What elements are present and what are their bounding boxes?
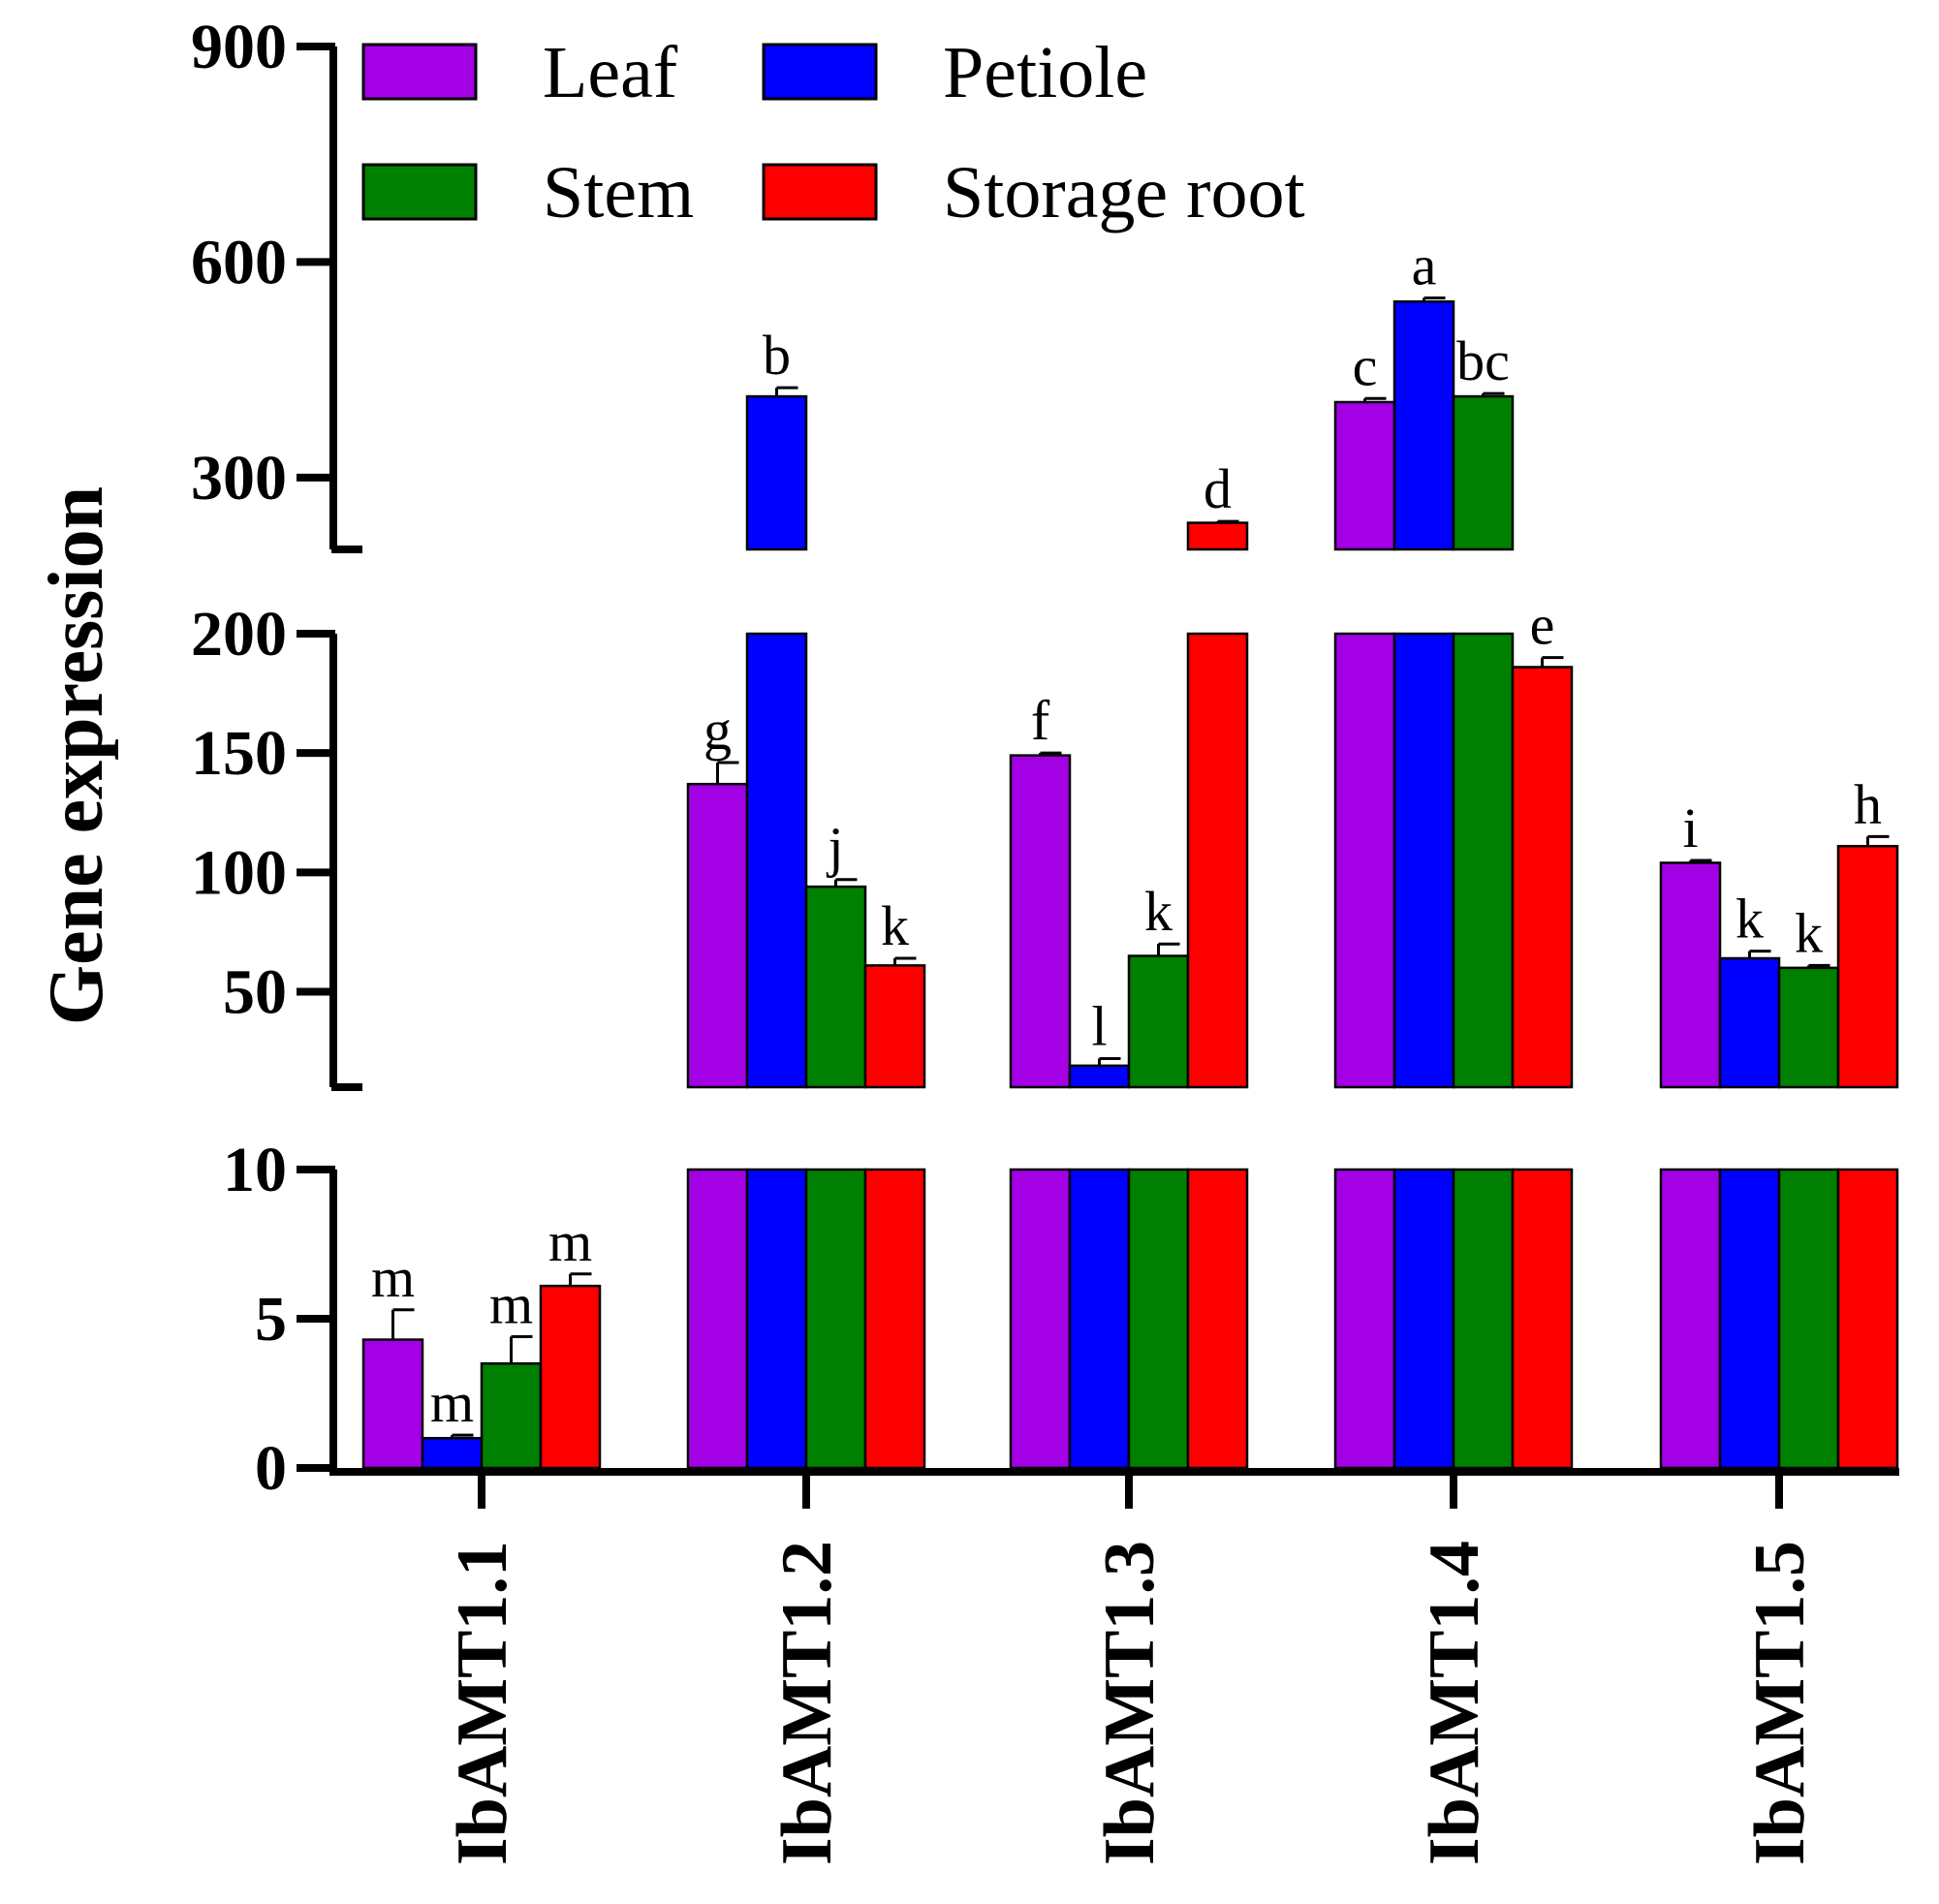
axes-layer: 0 5 10 50 100 150 200 300 600 900 IbAMT1.1 IbAMT1.2… <box>191 12 1899 1865</box>
significance-label: m <box>548 1210 592 1273</box>
x-tick-label: IbAMT1.3 <box>1090 1541 1170 1865</box>
bar-storage-root <box>1511 1168 1574 1470</box>
significance-label: b <box>763 324 791 387</box>
bar-petiole <box>1392 299 1455 551</box>
legend: Leaf Petiole Stem Storage root <box>361 32 1305 234</box>
bar-petiole <box>1718 1168 1781 1470</box>
bar-petiole <box>745 1168 808 1470</box>
bar-leaf <box>1659 861 1722 1089</box>
bar-storage-root <box>863 964 926 1089</box>
y-tick-label: 5 <box>255 1284 287 1355</box>
y-tick-label: 300 <box>191 443 287 514</box>
bars-layer <box>361 297 1899 1470</box>
legend-swatch-leaf <box>361 43 478 101</box>
bar-leaf <box>1333 632 1396 1089</box>
bar-stem <box>1452 1168 1515 1470</box>
significance-label: k <box>1795 901 1823 964</box>
bar-storage-root <box>1836 1168 1899 1470</box>
bar-stem <box>804 885 867 1089</box>
bar-stem <box>1127 954 1190 1089</box>
y-axis-label: Gene expression <box>34 486 119 1025</box>
bar-leaf <box>686 1168 749 1470</box>
bar-storage-root <box>539 1284 602 1470</box>
bar-petiole <box>1718 956 1781 1089</box>
bar-leaf <box>1659 1168 1722 1470</box>
significance-label: f <box>1031 689 1050 752</box>
bar-leaf <box>1333 1168 1396 1470</box>
bar-stem <box>1452 394 1515 551</box>
y-tick-label: 0 <box>255 1433 287 1504</box>
significance-label: l <box>1091 994 1107 1057</box>
significance-label: m <box>489 1272 533 1335</box>
bar-petiole <box>1392 632 1455 1089</box>
legend-label: Petiole <box>943 32 1147 113</box>
legend-swatch-stem <box>361 163 478 221</box>
significance-label: m <box>371 1246 415 1309</box>
bar-petiole <box>1068 1064 1131 1089</box>
bar-leaf <box>361 1338 424 1470</box>
bar-stem <box>1452 632 1515 1089</box>
bar-leaf <box>1333 400 1396 551</box>
bar-storage-root <box>1186 632 1249 1089</box>
bar-storage-root <box>863 1168 926 1470</box>
significance-label: j <box>826 816 843 879</box>
bar-stem <box>1777 966 1840 1089</box>
legend-label: Stem <box>543 152 694 234</box>
significance-label: h <box>1854 772 1882 835</box>
significance-label: k <box>1144 880 1173 943</box>
legend-swatch-storage-root <box>762 163 878 221</box>
bar-storage-root <box>1511 666 1574 1089</box>
bar-stem <box>1127 1168 1190 1470</box>
bar-petiole <box>1068 1168 1131 1470</box>
y-tick-label: 150 <box>191 718 287 789</box>
significance-label: d <box>1204 457 1232 520</box>
y-tick-label: 600 <box>191 227 287 297</box>
y-tick-label: 200 <box>191 599 287 670</box>
significance-label: c <box>1353 334 1378 397</box>
bar-storage-root <box>1186 1168 1249 1470</box>
x-tick-label: IbAMT1.5 <box>1740 1541 1820 1865</box>
significance-label: m <box>430 1371 474 1434</box>
legend-swatch-petiole <box>762 43 878 101</box>
significance-label: k <box>881 894 909 957</box>
x-tick-label: IbAMT1.1 <box>443 1541 522 1865</box>
x-tick-label: IbAMT1.4 <box>1415 1541 1494 1865</box>
y-tick-label: 100 <box>191 837 287 908</box>
legend-label: Leaf <box>543 32 678 113</box>
bar-storage-root <box>1836 844 1899 1089</box>
legend-label: Storage root <box>943 152 1305 234</box>
bar-stem <box>480 1361 543 1470</box>
bar-petiole <box>1392 1168 1455 1470</box>
bar-stem <box>1777 1168 1840 1470</box>
y-tick-label: 10 <box>223 1135 287 1205</box>
bar-stem <box>804 1168 867 1470</box>
y-tick-label: 900 <box>191 12 287 82</box>
bar-leaf <box>1009 1168 1072 1470</box>
bar-storage-root <box>1186 521 1249 551</box>
significance-label: k <box>1736 888 1764 951</box>
x-tick-label: IbAMT1.2 <box>767 1541 847 1865</box>
bar-petiole <box>745 394 808 551</box>
y-tick-label: 50 <box>223 956 287 1027</box>
significance-label: i <box>1682 796 1698 859</box>
significance-label: g <box>704 699 732 762</box>
significance-label: bc <box>1456 329 1510 392</box>
bar-leaf <box>1009 754 1072 1089</box>
significance-label: a <box>1412 234 1437 297</box>
significance-label: e <box>1530 594 1555 657</box>
bar-petiole <box>745 632 808 1089</box>
bar-petiole <box>421 1436 484 1470</box>
bar-leaf <box>686 782 749 1089</box>
